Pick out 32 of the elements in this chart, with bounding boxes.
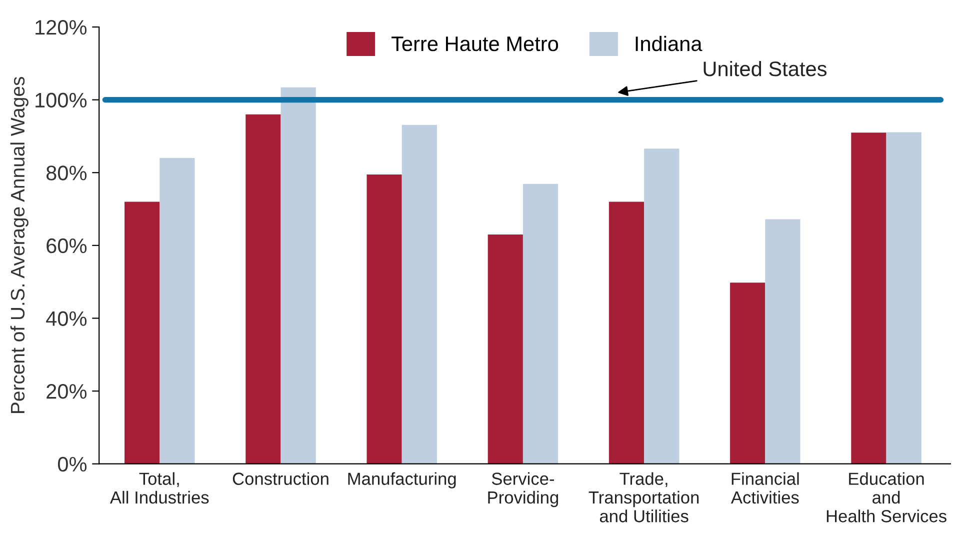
bar xyxy=(160,158,195,464)
y-tick-label: 0% xyxy=(58,456,87,472)
bar xyxy=(402,124,437,464)
bar xyxy=(886,132,922,464)
y-tick-label: 60% xyxy=(46,238,87,254)
bar xyxy=(522,184,558,464)
x-tick-label: Education and Health Services xyxy=(826,472,946,522)
bar xyxy=(608,202,644,464)
bar xyxy=(851,132,886,464)
x-tick-label: Manufacturing xyxy=(348,472,456,488)
y-tick-label: 20% xyxy=(46,384,87,399)
y-axis-title: Percent of U.S. Average Annual Wages xyxy=(10,76,28,413)
y-tick-label: 120% xyxy=(36,20,87,35)
y-tick-label: 40% xyxy=(46,311,87,326)
legend-label: Indiana xyxy=(636,36,702,52)
ref-line-label: United States xyxy=(704,60,827,76)
bar xyxy=(644,148,680,464)
legend-label: Terre Haute Metro xyxy=(392,36,558,52)
bar xyxy=(366,174,402,464)
bar xyxy=(124,202,160,464)
x-tick-label: Service- Providing xyxy=(488,472,558,508)
x-tick-label: Total, All Industries xyxy=(110,472,209,504)
bar xyxy=(765,219,800,464)
bar xyxy=(246,114,281,464)
y-tick-label: 100% xyxy=(36,92,87,108)
bar xyxy=(488,234,523,464)
bar xyxy=(280,87,316,464)
x-tick-label: Construction xyxy=(232,472,328,485)
x-tick-label: Trade, Transportation and Utilities xyxy=(588,472,699,522)
y-tick-label: 80% xyxy=(46,166,87,180)
bar xyxy=(730,282,766,464)
x-tick-label: Financial Activities xyxy=(730,472,799,504)
